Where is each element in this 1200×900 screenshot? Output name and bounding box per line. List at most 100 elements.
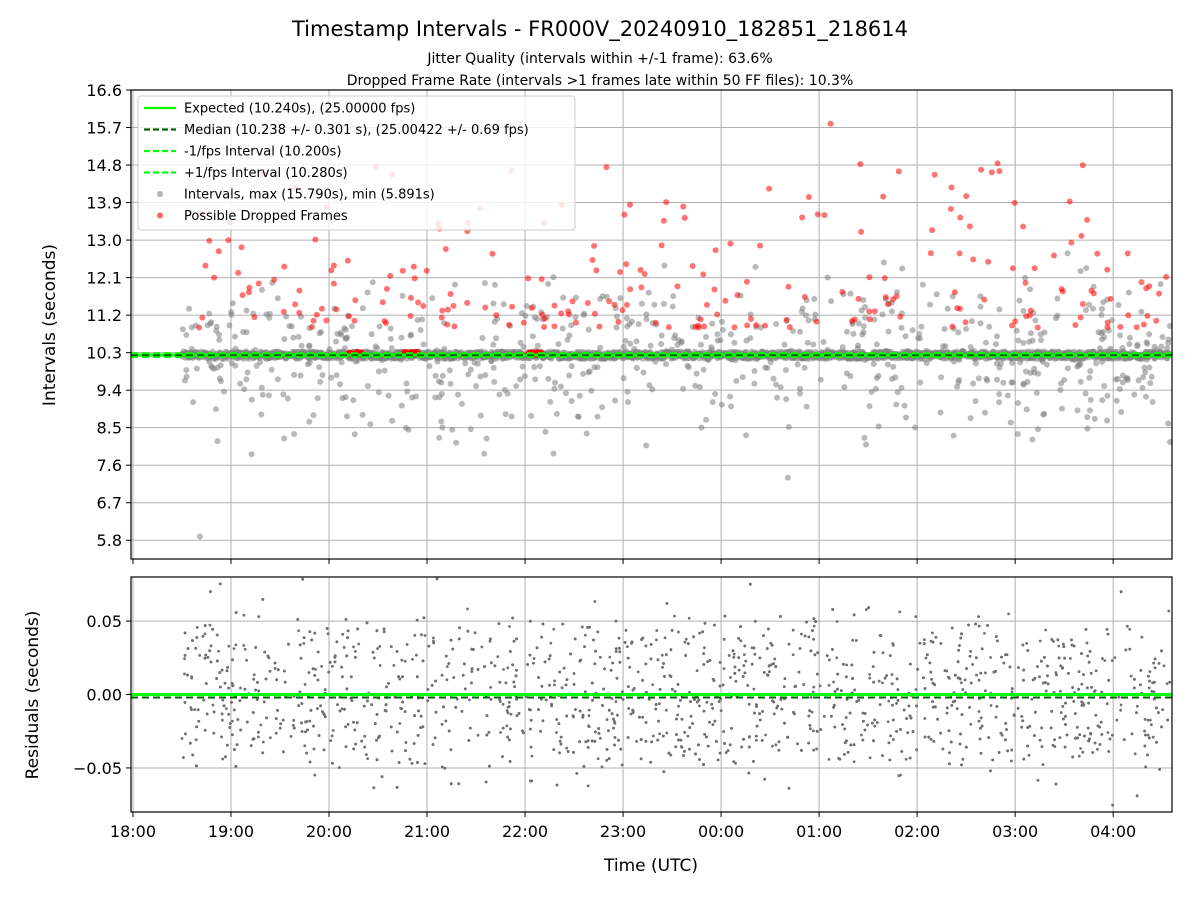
residual-point bbox=[798, 647, 802, 650]
residual-point bbox=[813, 653, 817, 657]
residual-point bbox=[231, 658, 234, 662]
residual-point bbox=[705, 700, 709, 704]
interval-point bbox=[996, 390, 1003, 397]
interval-point bbox=[751, 380, 758, 387]
interval-point bbox=[436, 434, 443, 441]
interval-point bbox=[909, 327, 916, 334]
interval-point bbox=[1116, 386, 1123, 393]
interval-point bbox=[1058, 405, 1065, 412]
interval-point bbox=[550, 274, 557, 281]
residual-point bbox=[1155, 706, 1158, 710]
dropped-frame-point bbox=[551, 323, 558, 330]
dropped-frame-point bbox=[1068, 239, 1075, 246]
residual-point bbox=[835, 620, 839, 623]
residual-point bbox=[547, 657, 551, 661]
residual-point bbox=[607, 708, 611, 712]
residual-point bbox=[489, 685, 493, 689]
dropped-frame-point bbox=[689, 262, 696, 269]
residual-point bbox=[404, 741, 408, 744]
dropped-frame-point bbox=[271, 276, 278, 283]
residual-point bbox=[851, 677, 854, 680]
interval-point bbox=[1038, 337, 1045, 344]
residual-point bbox=[445, 678, 449, 682]
residual-point bbox=[1077, 687, 1080, 691]
residual-point bbox=[1055, 673, 1058, 677]
residual-point bbox=[410, 762, 414, 765]
interval-point bbox=[488, 358, 495, 365]
interval-point bbox=[1087, 396, 1094, 403]
residual-point bbox=[331, 729, 335, 732]
residual-point bbox=[555, 731, 558, 734]
top-y-tick-label: 13.9 bbox=[86, 194, 122, 213]
residual-point bbox=[939, 731, 943, 735]
interval-point bbox=[599, 293, 606, 300]
residual-point bbox=[549, 641, 553, 645]
dropped-frame-point bbox=[949, 323, 956, 330]
residual-point bbox=[322, 748, 326, 752]
residual-point bbox=[605, 759, 609, 762]
dropped-frame-point bbox=[747, 316, 754, 323]
residual-point bbox=[651, 683, 655, 687]
residual-point bbox=[1139, 668, 1143, 672]
interval-point bbox=[531, 363, 538, 370]
residual-point bbox=[765, 647, 769, 650]
residual-point bbox=[365, 699, 369, 703]
interval-point bbox=[354, 357, 361, 364]
residual-point bbox=[390, 749, 394, 753]
residual-point bbox=[234, 643, 238, 647]
interval-point bbox=[1014, 400, 1021, 407]
interval-point bbox=[767, 359, 774, 366]
residual-point bbox=[330, 734, 334, 738]
dropped-frame-point bbox=[948, 184, 955, 191]
residual-point bbox=[611, 661, 615, 665]
residual-point bbox=[223, 681, 227, 685]
residual-point bbox=[457, 637, 461, 641]
residual-point bbox=[664, 653, 668, 657]
residual-point bbox=[1080, 682, 1084, 686]
interval-point bbox=[473, 383, 480, 390]
interval-point bbox=[820, 338, 827, 345]
interval-point bbox=[258, 411, 265, 418]
residual-point bbox=[802, 683, 806, 686]
interval-point bbox=[572, 314, 579, 321]
residual-point bbox=[676, 630, 680, 634]
residual-point bbox=[1122, 738, 1126, 742]
residual-point bbox=[470, 681, 473, 685]
interval-point bbox=[680, 385, 687, 392]
residual-point bbox=[753, 652, 757, 656]
residual-point bbox=[712, 679, 716, 682]
residual-point bbox=[378, 645, 382, 648]
residual-point bbox=[1107, 749, 1111, 753]
interval-point bbox=[1119, 372, 1126, 379]
interval-point bbox=[536, 363, 543, 370]
interval-point bbox=[306, 342, 313, 349]
residual-point bbox=[727, 654, 731, 657]
residual-point bbox=[754, 738, 758, 742]
dropped-frame-point bbox=[1124, 250, 1131, 257]
residual-point bbox=[497, 622, 501, 626]
residual-point bbox=[822, 714, 826, 718]
residual-point bbox=[631, 709, 635, 713]
interval-point bbox=[483, 435, 490, 442]
dropped-frame-point bbox=[674, 283, 681, 290]
residual-point bbox=[663, 636, 667, 640]
residual-point bbox=[776, 704, 780, 708]
interval-point bbox=[1024, 378, 1031, 385]
residual-point bbox=[980, 724, 984, 728]
interval-point bbox=[975, 375, 982, 382]
residual-point bbox=[965, 667, 968, 670]
residual-point bbox=[399, 706, 403, 710]
interval-point bbox=[310, 412, 317, 419]
dropped-frame-point bbox=[1144, 312, 1151, 319]
interval-point bbox=[624, 388, 631, 395]
interval-point bbox=[712, 391, 719, 398]
residual-point bbox=[612, 717, 615, 721]
interval-point bbox=[728, 356, 735, 363]
interval-point bbox=[862, 356, 869, 363]
residual-point bbox=[708, 720, 711, 724]
interval-point bbox=[403, 380, 410, 387]
interval-point bbox=[1027, 330, 1034, 337]
residual-point bbox=[1040, 745, 1044, 749]
interval-point bbox=[212, 406, 219, 413]
